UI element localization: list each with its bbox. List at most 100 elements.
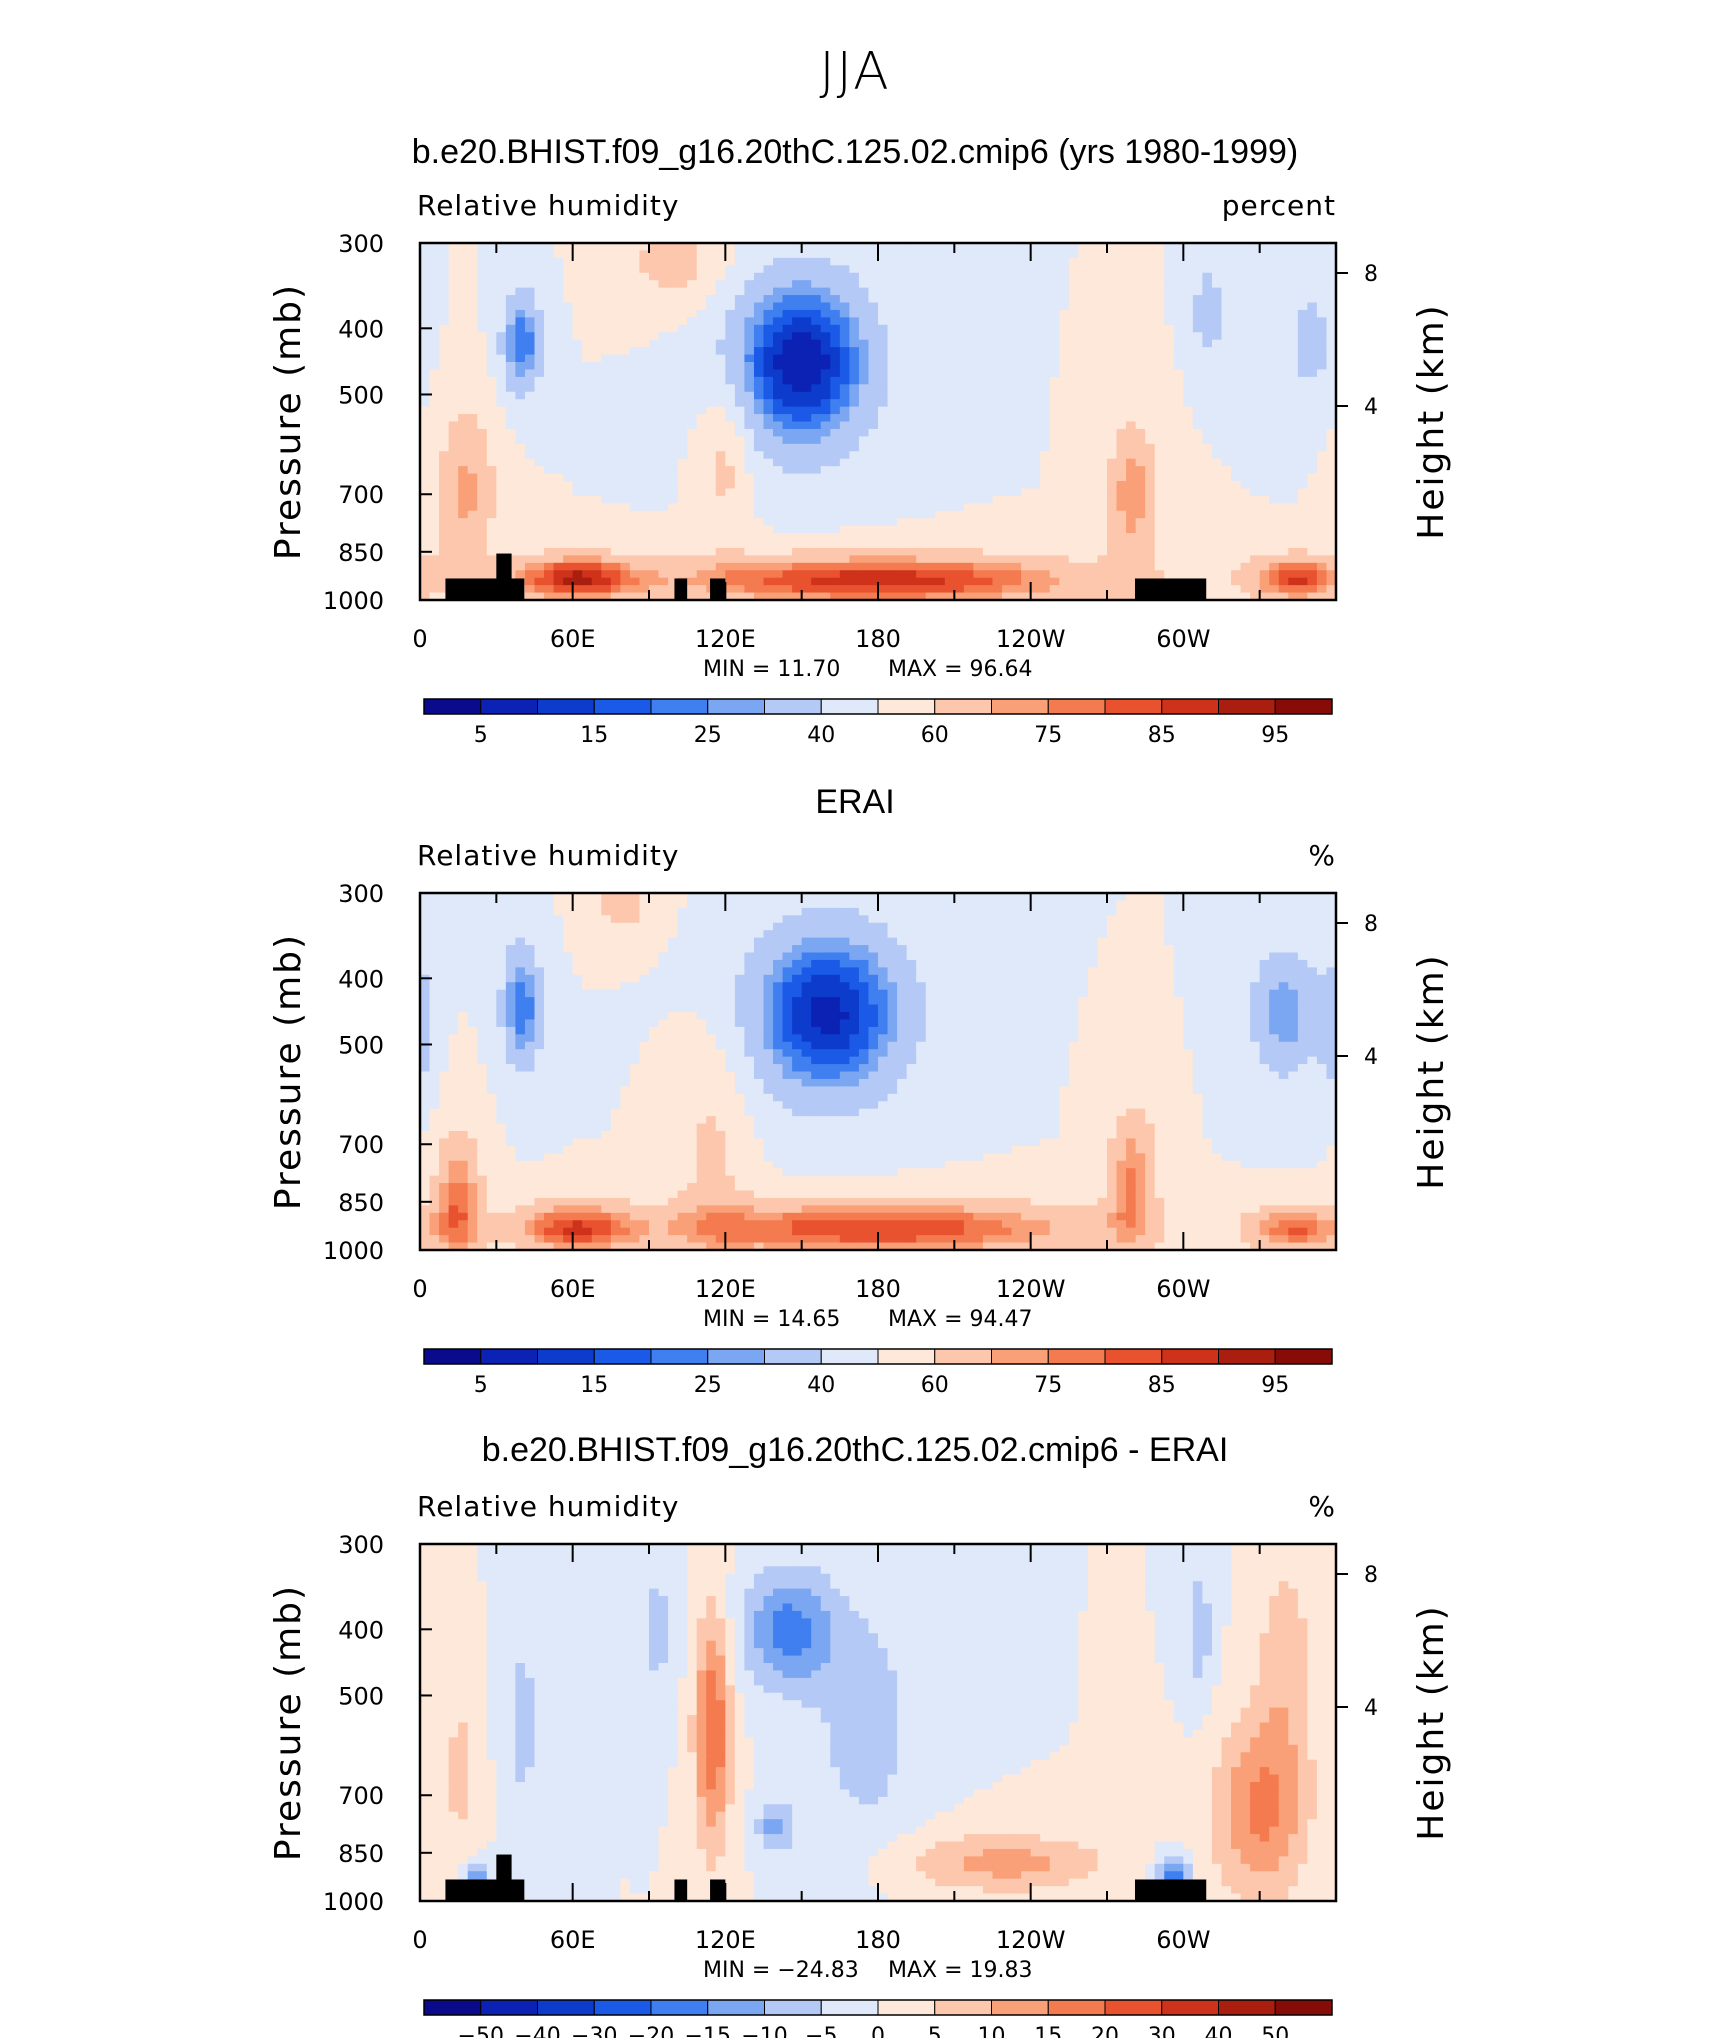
y-tick-label: 400 xyxy=(338,965,384,993)
colorbar-label: 5 xyxy=(474,1373,488,1398)
colorbar-label: 25 xyxy=(694,1373,722,1398)
colorbar-label: 75 xyxy=(1034,723,1062,748)
stat-max: MAX = 19.83 xyxy=(888,1958,1033,1983)
contour-field xyxy=(420,893,1337,1251)
stat-max: MAX = 94.47 xyxy=(888,1307,1033,1332)
colorbar-box xyxy=(1047,1999,1106,2016)
units-label: % xyxy=(1308,1490,1336,1523)
contour-plot-2: Relative humidity %3004005007008501000Pre… xyxy=(268,839,1452,1398)
colorbar-label: −20 xyxy=(628,2024,674,2038)
figure-title: JJA xyxy=(819,42,891,102)
colorbar-frame xyxy=(423,1999,1333,2016)
right-y-axis-label: Height (km) xyxy=(1411,303,1452,539)
colorbar-label: −10 xyxy=(741,2024,787,2038)
colorbar-box xyxy=(480,1999,538,2016)
land-mask xyxy=(496,1854,512,1901)
colorbar-box xyxy=(1274,1999,1333,2016)
panel-title: b.e20.BHIST.f09_g16.20thC.125.02.cmip6 -… xyxy=(481,1431,1229,1469)
colorbar-label: 20 xyxy=(1091,2024,1119,2038)
y-tick-label: 400 xyxy=(338,1616,384,1644)
right-y-tick-label: 4 xyxy=(1364,1045,1378,1070)
colorbar-label: 10 xyxy=(978,2024,1006,2038)
right-y-axis-label: Height (km) xyxy=(1411,953,1452,1189)
x-tick-label: 60W xyxy=(1156,1275,1210,1303)
colorbar-box xyxy=(593,1999,652,2016)
contour-field xyxy=(420,1544,1337,1902)
y-tick-label: 1000 xyxy=(323,1237,384,1265)
stat-min: MIN = −24.83 xyxy=(703,1958,859,1983)
colorbar-box xyxy=(537,1999,595,2016)
y-axis-label: Pressure (mb) xyxy=(268,283,309,560)
stat-max: MAX = 96.64 xyxy=(888,657,1033,682)
x-tick-label: 0 xyxy=(412,625,427,653)
y-tick-label: 850 xyxy=(338,1189,384,1217)
colorbar-box xyxy=(1218,1999,1276,2016)
land-mask xyxy=(710,578,726,600)
colorbar-box xyxy=(650,1999,709,2016)
variable-label: Relative humidity xyxy=(417,839,679,872)
x-tick-label: 120E xyxy=(695,625,756,653)
x-tick-label: 120E xyxy=(695,1275,756,1303)
contour-plot-1: Relative humidity percent3004005007008501… xyxy=(268,189,1452,748)
x-tick-label: 120W xyxy=(996,1926,1066,1954)
x-tick-label: 0 xyxy=(412,1926,427,1954)
colorbar-label: −30 xyxy=(571,2024,617,2038)
colorbar-frame xyxy=(423,698,1333,715)
colorbar-label: 5 xyxy=(928,2024,942,2038)
y-tick-label: 700 xyxy=(338,1782,384,1810)
colorbar-box xyxy=(820,1999,879,2016)
right-y-tick-label: 8 xyxy=(1364,912,1378,937)
colorbar-box xyxy=(423,1999,482,2016)
colorbar-label: 15 xyxy=(580,723,608,748)
colorbar-label: 15 xyxy=(1034,2024,1062,2038)
colorbar-label: 75 xyxy=(1034,1373,1062,1398)
colorbar-box xyxy=(877,1999,936,2016)
stat-min: MIN = 11.70 xyxy=(703,657,840,682)
x-tick-label: 60E xyxy=(550,1275,596,1303)
panel-title: b.e20.BHIST.f09_g16.20thC.125.02.cmip6 (… xyxy=(411,133,1299,171)
colorbar-label: 85 xyxy=(1148,723,1176,748)
land-mask xyxy=(496,553,512,600)
colorbar-box xyxy=(707,1999,765,2016)
colorbar-label: 30 xyxy=(1148,2024,1176,2038)
colorbar-label: 25 xyxy=(694,723,722,748)
colorbar-frame xyxy=(423,1348,1333,1365)
x-tick-label: 180 xyxy=(855,1275,901,1303)
colorbar-label: 60 xyxy=(921,723,949,748)
x-tick-label: 60E xyxy=(550,1926,596,1954)
x-tick-label: 0 xyxy=(412,1275,427,1303)
y-axis-label: Pressure (mb) xyxy=(268,1584,309,1861)
right-y-tick-label: 4 xyxy=(1364,395,1378,420)
x-tick-label: 120W xyxy=(996,1275,1066,1303)
colorbar-label: −15 xyxy=(685,2024,731,2038)
right-y-tick-label: 8 xyxy=(1364,262,1378,287)
x-tick-label: 180 xyxy=(855,625,901,653)
colorbar-label: 50 xyxy=(1261,2024,1289,2038)
variable-label: Relative humidity xyxy=(417,189,679,222)
right-y-tick-label: 8 xyxy=(1364,1563,1378,1588)
colorbar-label: 60 xyxy=(921,1373,949,1398)
colorbar-label: −5 xyxy=(805,2024,837,2038)
stat-min: MIN = 14.65 xyxy=(703,1307,840,1332)
x-tick-label: 60W xyxy=(1156,625,1210,653)
land-mask xyxy=(516,578,525,600)
colorbar-label: 0 xyxy=(871,2024,885,2038)
y-tick-label: 1000 xyxy=(323,587,384,615)
y-tick-label: 300 xyxy=(338,1531,384,1559)
x-tick-label: 60E xyxy=(550,625,596,653)
colorbar-box xyxy=(1104,1999,1163,2016)
y-tick-label: 400 xyxy=(338,315,384,343)
x-tick-label: 120E xyxy=(695,1926,756,1954)
colorbar-label: 5 xyxy=(474,723,488,748)
land-mask xyxy=(674,1879,688,1901)
land-mask xyxy=(516,1879,525,1901)
right-y-axis-label: Height (km) xyxy=(1411,1604,1452,1840)
x-tick-label: 180 xyxy=(855,1926,901,1954)
colorbar-box xyxy=(1161,1999,1219,2016)
y-axis-label: Pressure (mb) xyxy=(268,933,309,1210)
y-tick-label: 300 xyxy=(338,880,384,908)
colorbar-box xyxy=(991,1999,1049,2016)
colorbar-label: −50 xyxy=(458,2024,504,2038)
variable-label: Relative humidity xyxy=(417,1490,679,1523)
